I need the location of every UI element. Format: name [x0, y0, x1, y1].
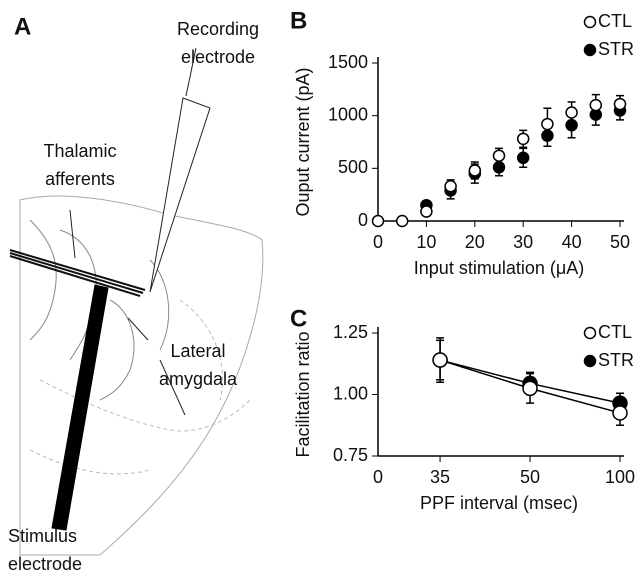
pointer: [69, 209, 149, 341]
label: electrode: [181, 47, 255, 67]
x-tick-label: 0: [373, 467, 383, 487]
data-point: [492, 149, 506, 162]
y-tick-label: 1500: [328, 52, 368, 72]
x-tick-label: 20: [465, 232, 485, 252]
x-tick-label: 50: [520, 467, 540, 487]
panel-label: A: [14, 13, 31, 40]
tissue-contour: [179, 299, 224, 401]
x-tick-label: 10: [416, 232, 436, 252]
legend-label: STR: [598, 350, 634, 370]
label: Recording: [177, 19, 259, 39]
pointer: [159, 47, 197, 416]
tissue-contour: [99, 299, 135, 401]
stimulus-wire: [9, 249, 146, 297]
data-point: [522, 380, 538, 397]
data-point: [371, 214, 385, 228]
data-point: [541, 117, 554, 131]
data-point: [444, 179, 457, 193]
legend-marker: [583, 43, 597, 57]
recording-electrode: [149, 97, 211, 293]
panel-label: C: [290, 305, 307, 332]
x-tick-label: 30: [513, 232, 533, 252]
data-point: [516, 132, 530, 146]
y-tick-label: 1.25: [333, 322, 368, 342]
data-point: [516, 151, 530, 165]
legend-label: CTL: [598, 322, 632, 342]
label: amygdala: [159, 369, 238, 389]
y-tick-label: 0: [358, 210, 368, 230]
y-axis-label: Facilitation ratio: [293, 331, 313, 457]
x-tick-label: 40: [562, 232, 582, 252]
stimulus-electrode: [51, 284, 109, 531]
label: Thalamic: [43, 141, 116, 161]
data-point: [420, 205, 433, 218]
brain-outline: [19, 195, 264, 556]
legend-label: CTL: [598, 11, 632, 31]
label: electrode: [8, 554, 82, 574]
tissue-contour: [29, 219, 57, 341]
data-point: [612, 405, 628, 421]
data-point: [613, 97, 627, 111]
legend-label: STR: [598, 39, 634, 59]
y-tick-label: 1.00: [333, 383, 368, 403]
label: Lateral: [170, 341, 225, 361]
data-point: [468, 164, 482, 177]
panel-label: B: [290, 7, 307, 34]
tissue-contour: [29, 449, 151, 475]
tissue-contour: [39, 379, 251, 432]
label: afferents: [45, 169, 115, 189]
x-tick-label: 100: [605, 467, 635, 487]
data-point: [565, 106, 578, 119]
y-axis-label: Ouput current (pA): [293, 67, 313, 216]
legend-marker: [583, 15, 597, 29]
x-tick-label: 50: [610, 232, 630, 252]
y-tick-label: 500: [338, 157, 368, 177]
data-point: [395, 214, 409, 228]
y-tick-label: 0.75: [333, 445, 368, 465]
label: Stimulus: [8, 526, 77, 546]
legend-marker: [583, 354, 597, 368]
data-point: [589, 98, 603, 112]
x-tick-label: 0: [373, 232, 383, 252]
brain-diagram: [9, 47, 264, 556]
legend-marker: [583, 326, 597, 340]
x-axis-label: PPF interval (msec): [420, 493, 578, 513]
data-point: [432, 352, 448, 368]
x-axis-label: Input stimulation (μA): [414, 258, 584, 278]
x-tick-label: 35: [430, 467, 450, 487]
y-tick-label: 1000: [328, 104, 368, 124]
